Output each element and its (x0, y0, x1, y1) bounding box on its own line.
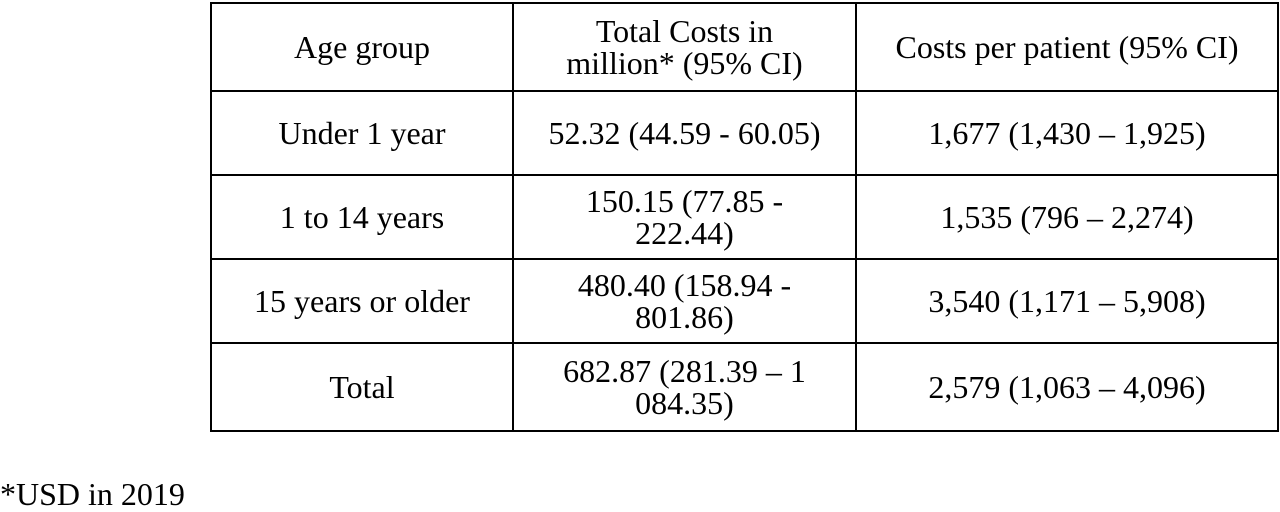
total-costs-cell: 150.15 (77.85 - 222.44) (512, 174, 857, 260)
table-row-total: Total 682.87 (281.39 – 1 084.35) 2,579 (… (210, 342, 1279, 432)
footnote: *USD in 2019 (0, 476, 185, 512)
age-group-cell: Total (210, 342, 514, 432)
age-group-cell: 1 to 14 years (210, 174, 514, 260)
table-row: 15 years or older 480.40 (158.94 - 801.8… (210, 258, 1279, 344)
table-row: Under 1 year 52.32 (44.59 - 60.05) 1,677… (210, 90, 1279, 176)
costs-per-patient-cell: 2,579 (1,063 – 4,096) (855, 342, 1279, 432)
header-total-costs: Total Costs in million* (95% CI) (512, 2, 857, 92)
age-group-cell: 15 years or older (210, 258, 514, 344)
total-costs-cell: 480.40 (158.94 - 801.86) (512, 258, 857, 344)
total-costs-cell: 52.32 (44.59 - 60.05) (512, 90, 857, 176)
costs-per-patient-cell: 1,535 (796 – 2,274) (855, 174, 1279, 260)
table-row: 1 to 14 years 150.15 (77.85 - 222.44) 1,… (210, 174, 1279, 260)
costs-per-patient-cell: 3,540 (1,171 – 5,908) (855, 258, 1279, 344)
table-header-row: Age group Total Costs in million* (95% C… (210, 2, 1279, 92)
total-costs-cell: 682.87 (281.39 – 1 084.35) (512, 342, 857, 432)
costs-per-patient-cell: 1,677 (1,430 – 1,925) (855, 90, 1279, 176)
header-costs-per-patient: Costs per patient (95% CI) (855, 2, 1279, 92)
cost-table: Age group Total Costs in million* (95% C… (210, 2, 1279, 432)
age-group-cell: Under 1 year (210, 90, 514, 176)
header-age-group: Age group (210, 2, 514, 92)
